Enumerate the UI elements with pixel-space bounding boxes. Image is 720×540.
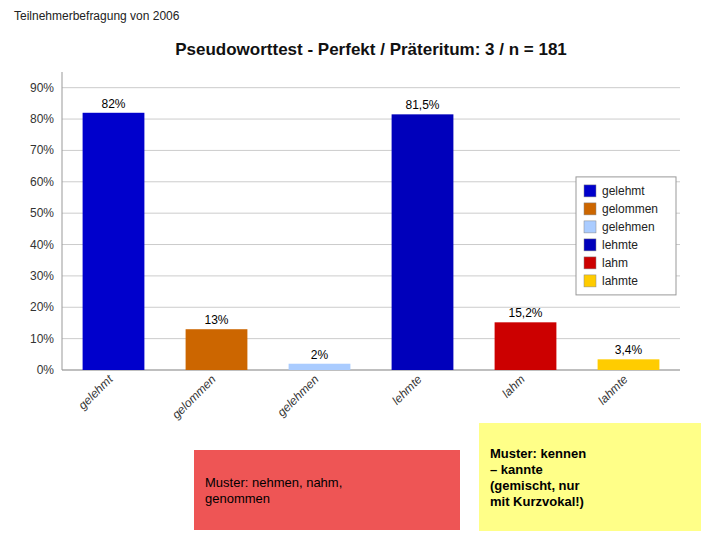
- bar: [495, 322, 557, 370]
- annotation-text: Muster: kennen– kannte(gemischt, nurmit …: [490, 446, 586, 509]
- y-axis: 0% 10% 20% 30% 40% 50% 60% 70% 80% 90%: [30, 81, 680, 377]
- annotation-box: [479, 423, 701, 531]
- chart: Teilnehmerbefragung von 2006 Pseudowortte…: [0, 0, 720, 540]
- x-tick-label: gelehmt: [76, 372, 117, 413]
- grid-line: [62, 119, 680, 120]
- data-label: 81,5%: [405, 98, 439, 112]
- annotation-line: – kannte: [490, 462, 543, 477]
- x-tick-label: lahm: [499, 372, 527, 400]
- x-axis-line: [62, 370, 680, 371]
- annotation-line: genommen: [205, 491, 270, 506]
- legend-label: lehmte: [602, 238, 638, 252]
- legend-frame: [576, 177, 676, 295]
- y-tick-label: 0%: [37, 363, 55, 377]
- annotation: Muster: nehmen, nahm,genommen: [194, 450, 460, 530]
- legend-swatch: [584, 239, 596, 251]
- y-tick-label: 70%: [30, 143, 54, 157]
- bar: [598, 359, 660, 370]
- data-label: 15,2%: [508, 306, 542, 320]
- x-axis: gelehmt gelommen gelehmen lehmte lahm lahmte: [76, 372, 631, 422]
- title: Pseudoworttest - Perfekt / Präteritum: 3…: [175, 40, 567, 59]
- legend-swatch: [584, 203, 596, 215]
- legend-swatch: [584, 275, 596, 287]
- y-tick-label: 90%: [30, 81, 54, 95]
- subtitle: Teilnehmerbefragung von 2006: [14, 9, 180, 23]
- y-tick-label: 50%: [30, 206, 54, 220]
- legend-label: gelommen: [602, 202, 658, 216]
- grid-line: [62, 150, 680, 151]
- legend-label: lahm: [602, 256, 628, 270]
- legend-label: lahmte: [602, 274, 638, 288]
- y-tick-label: 10%: [30, 332, 54, 346]
- annotation-line: Muster: nehmen, nahm,: [205, 475, 342, 490]
- legend-swatch: [584, 185, 596, 197]
- bar: [83, 113, 145, 370]
- x-tick-label: gelommen: [169, 372, 219, 422]
- grid-line: [62, 87, 680, 88]
- x-tick-label: gelehmen: [274, 372, 321, 419]
- x-tick-label: lehmte: [389, 372, 425, 408]
- data-label: 82%: [101, 97, 125, 111]
- annotation-box: [194, 450, 460, 530]
- data-label: 3,4%: [615, 343, 643, 357]
- y-tick-label: 30%: [30, 269, 54, 283]
- grid-line: [62, 370, 680, 371]
- legend: gelehmt gelommen gelehmen lehmte lahm lahmte: [576, 177, 676, 295]
- y-tick-label: 40%: [30, 238, 54, 252]
- annotation-text: Muster: nehmen, nahm,genommen: [205, 475, 342, 506]
- data-label: 2%: [311, 348, 329, 362]
- y-tick-label: 60%: [30, 175, 54, 189]
- legend-swatch: [584, 221, 596, 233]
- data-labels: 82% 13% 2% 81,5% 15,2% 3,4%: [101, 97, 642, 362]
- annotation: Muster: kennen– kannte(gemischt, nurmit …: [479, 423, 701, 531]
- grid-line: [62, 307, 680, 308]
- grid-line: [62, 338, 680, 339]
- legend-label: gelehmen: [602, 220, 655, 234]
- legend-label: gelehmt: [602, 184, 645, 198]
- bar: [289, 364, 351, 370]
- bar: [392, 114, 454, 370]
- annotation-line: mit Kurzvokal!): [490, 494, 584, 509]
- annotation-line: (gemischt, nur: [490, 478, 580, 493]
- y-tick-label: 20%: [30, 300, 54, 314]
- legend-swatch: [584, 257, 596, 269]
- bar: [186, 329, 248, 370]
- x-tick-label: lahmte: [595, 372, 631, 408]
- annotation-line: Muster: kennen: [490, 446, 586, 461]
- y-tick-label: 80%: [30, 112, 54, 126]
- data-label: 13%: [204, 313, 228, 327]
- bars: [83, 113, 660, 370]
- y-axis-line: [62, 72, 63, 370]
